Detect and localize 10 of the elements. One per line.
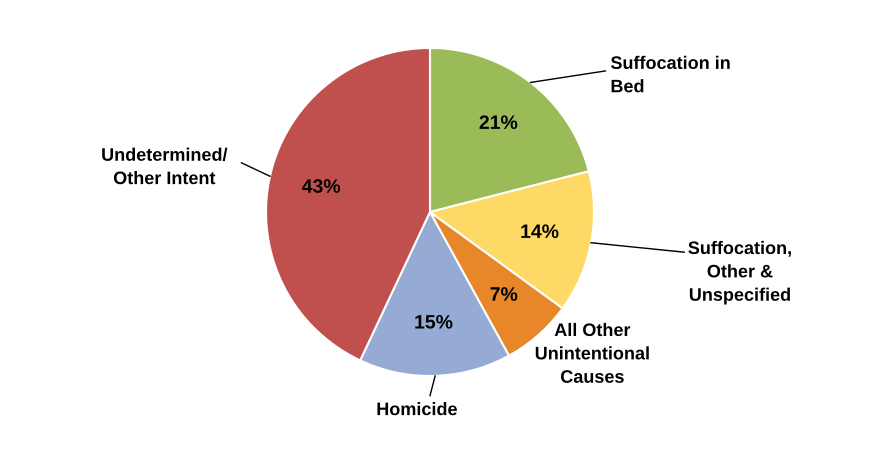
data-label: 43%	[302, 179, 340, 193]
slice-label: Suffocation, Other & Unspecified	[688, 240, 791, 304]
data-label: 7%	[490, 287, 518, 301]
data-label: 21%	[480, 115, 518, 130]
slice-label: Undetermined/ Other Intent	[102, 148, 228, 184]
data-label: 15%	[415, 314, 452, 329]
slice-label: All Other Unintentional Causes	[536, 322, 649, 383]
slice-label: Suffocation in Bed	[610, 56, 730, 92]
data-label: 14%	[521, 224, 558, 238]
slice-label: Homicide	[377, 402, 457, 416]
